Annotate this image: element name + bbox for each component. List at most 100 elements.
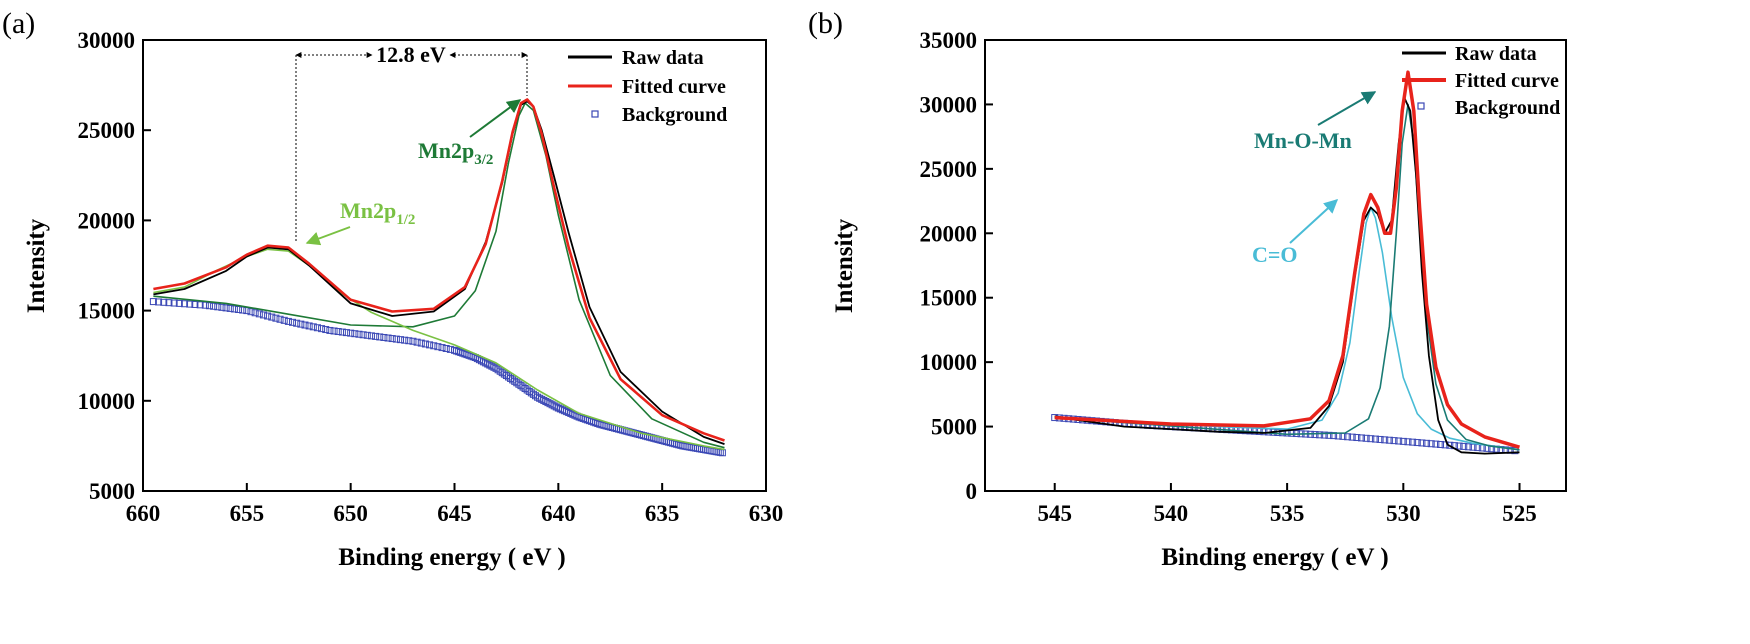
panel-b-y-tick-label: 10000 bbox=[920, 350, 978, 375]
background-point bbox=[268, 313, 276, 321]
background-point bbox=[426, 341, 434, 349]
background-point bbox=[255, 310, 263, 318]
background-point bbox=[1469, 443, 1477, 451]
background-point bbox=[401, 336, 409, 344]
background-point bbox=[397, 336, 405, 344]
panel-b-x-tick-label: 525 bbox=[1502, 501, 1537, 526]
panel-a-y-tick-label: 15000 bbox=[78, 299, 136, 324]
panel-a-x-tick-label: 645 bbox=[437, 501, 472, 526]
background-point bbox=[334, 328, 342, 336]
panel-b-y-tick-label: 5000 bbox=[931, 415, 977, 440]
background-point bbox=[191, 300, 199, 308]
background-point bbox=[343, 329, 351, 337]
background-point bbox=[413, 338, 421, 346]
panel-a-splitting-label: 12.8 eV bbox=[376, 42, 446, 67]
panel-b-x-tick-label: 530 bbox=[1386, 501, 1421, 526]
background-point bbox=[1446, 441, 1454, 449]
background-point bbox=[417, 339, 425, 347]
legend-b-raw-label: Raw data bbox=[1455, 43, 1537, 65]
background-point bbox=[326, 326, 334, 334]
background-point bbox=[1390, 437, 1398, 445]
panel-b-x-axis-title: Binding energy ( eV ) bbox=[1161, 544, 1388, 571]
legend-b-fit-label: Fitted curve bbox=[1455, 70, 1559, 92]
background-point bbox=[1399, 437, 1407, 445]
annotation-mn2p12-main: Mn2p bbox=[340, 198, 396, 223]
panel-a-y-tick-label: 20000 bbox=[78, 208, 136, 233]
panel-b-y-tick-label: 35000 bbox=[920, 28, 978, 53]
background-point bbox=[384, 334, 392, 342]
chart-panel-a: (a) 660 655 650 645 640 635 630 5000 10000 15000 2… bbox=[2, 7, 783, 571]
panel-b-x-tick-label: 535 bbox=[1270, 501, 1305, 526]
background-point bbox=[155, 298, 163, 306]
background-point bbox=[235, 306, 243, 314]
panel-b-annotation-mn-o-mn: Mn-O-Mn bbox=[1254, 91, 1377, 153]
panel-b-label: (b) bbox=[808, 7, 843, 40]
background-point bbox=[430, 342, 438, 350]
background-point bbox=[1348, 433, 1356, 441]
background-point bbox=[1278, 429, 1286, 437]
background-point bbox=[1320, 431, 1328, 439]
background-point bbox=[1427, 440, 1435, 448]
background-point bbox=[313, 324, 321, 332]
background-point bbox=[438, 344, 446, 352]
panel-a-y-axis-title: Intensity bbox=[23, 218, 50, 313]
panel-a-ticks: 660 655 650 645 640 635 630 5000 10000 15000 20000… bbox=[78, 28, 784, 526]
background-point bbox=[175, 299, 183, 307]
background-point bbox=[1511, 447, 1519, 455]
panel-b-frame bbox=[984, 39, 1567, 492]
background-point bbox=[284, 317, 292, 325]
panel-a-annotation-mn2p32: Mn2p3/2 bbox=[418, 99, 522, 168]
background-point bbox=[165, 299, 173, 307]
background-point bbox=[170, 299, 178, 307]
panel-a-y-tick-label: 30000 bbox=[78, 28, 136, 53]
background-point bbox=[355, 330, 363, 338]
background-point bbox=[1344, 433, 1352, 441]
panel-b-series-fitted-curve bbox=[1054, 70, 1520, 449]
background-point bbox=[376, 333, 384, 341]
background-point bbox=[363, 331, 371, 339]
panel-a-x-tick-label: 650 bbox=[333, 501, 368, 526]
panel-a-x-axis-title: Binding energy ( eV ) bbox=[338, 544, 565, 571]
background-point bbox=[309, 323, 317, 331]
background-point bbox=[293, 319, 301, 327]
svg-text:Mn2p3/2: Mn2p3/2 bbox=[418, 138, 493, 168]
background-point bbox=[210, 302, 218, 310]
background-point bbox=[1376, 435, 1384, 443]
background-point bbox=[272, 314, 280, 322]
legend-b-bg-label: Background bbox=[1455, 97, 1560, 119]
panel-a-series bbox=[149, 98, 726, 457]
background-point bbox=[289, 318, 297, 326]
panel-a-y-tick-label: 5000 bbox=[89, 479, 135, 504]
panel-b-ticks: 545 540 535 530 525 0 5000 10000 15000 20000 25000… bbox=[920, 28, 1537, 526]
background-point bbox=[434, 343, 442, 351]
panel-a-series-fitted-curve bbox=[153, 98, 725, 442]
background-point bbox=[1413, 439, 1421, 447]
panel-a-legend: Raw data Fitted curve Background bbox=[568, 47, 727, 126]
annotation-mn2p32-main: Mn2p bbox=[418, 138, 474, 163]
background-point bbox=[305, 322, 313, 330]
background-point bbox=[196, 301, 204, 309]
annotation-mn2p12-sub: 1/2 bbox=[396, 212, 415, 228]
annotation-mn2p32-sub: 3/2 bbox=[474, 152, 493, 168]
background-point bbox=[488, 362, 496, 370]
legend-a-bg-swatch bbox=[591, 110, 599, 118]
chart-panel-b: (b) 545 540 535 530 525 0 5000 10000 15000 20000 2… bbox=[808, 7, 1567, 571]
background-point bbox=[1409, 438, 1417, 446]
background-point bbox=[301, 321, 309, 329]
panel-a-splitting-marker: 12.8 eV bbox=[295, 42, 528, 243]
background-point bbox=[1395, 437, 1403, 445]
background-point bbox=[259, 311, 267, 319]
background-point bbox=[380, 333, 388, 341]
background-point bbox=[1404, 438, 1412, 446]
svg-text:Mn2p1/2: Mn2p1/2 bbox=[340, 198, 415, 228]
background-point bbox=[230, 305, 238, 313]
background-point bbox=[1371, 435, 1379, 443]
background-point bbox=[1367, 435, 1375, 443]
background-point bbox=[1437, 440, 1445, 448]
panel-b-annotation-c-o: C=O bbox=[1252, 199, 1339, 267]
background-point bbox=[201, 301, 209, 309]
panel-b-y-axis-title: Intensity bbox=[831, 218, 858, 313]
background-point bbox=[1311, 431, 1319, 439]
panel-b-series-mn-o-mn-component bbox=[1054, 103, 1520, 451]
